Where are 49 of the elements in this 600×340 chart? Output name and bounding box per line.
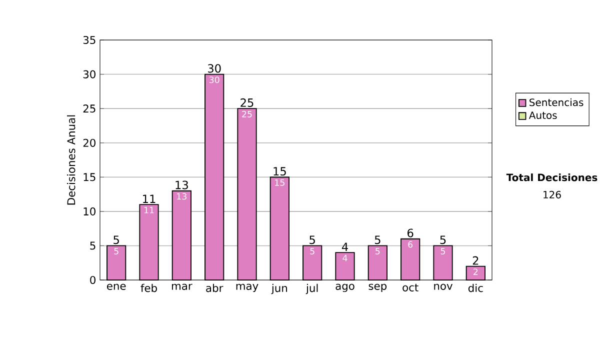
- data-label: 5: [440, 248, 445, 254]
- data-label: 4: [342, 254, 348, 262]
- total-label: 4: [342, 242, 348, 251]
- y-tick-label: 5: [90, 242, 96, 250]
- y-axis-title: Decisiones Anual: [66, 115, 76, 205]
- total-label: 5: [114, 236, 119, 244]
- data-label: 5: [114, 248, 118, 254]
- y-tick-label: 25: [83, 104, 96, 113]
- text: 126: [544, 190, 561, 198]
- data-label: 13: [177, 193, 186, 200]
- x-tick-label: nov: [434, 284, 452, 290]
- total-label: 25: [240, 98, 254, 107]
- x-tick-label: sep: [368, 284, 387, 292]
- total-label: 2: [472, 256, 478, 265]
- y-tick-label: 0: [90, 276, 96, 284]
- data-label: 15: [275, 179, 284, 186]
- x-tick-label: jul: [306, 284, 318, 294]
- x-tick-label: dic: [468, 284, 483, 292]
- data-label: 30: [209, 76, 220, 84]
- legend-label: Sentencias: [530, 98, 584, 106]
- y-tick-label: 15: [84, 173, 96, 182]
- x-tick-label: abr: [206, 284, 224, 292]
- total-label: 6: [408, 228, 414, 238]
- x-tick-label: may: [236, 284, 258, 292]
- y-tick-label: 30: [83, 70, 96, 78]
- total-label: 11: [143, 194, 156, 203]
- data-label: 5: [376, 248, 380, 254]
- text: Total Decisiones: [506, 173, 598, 182]
- x-tick-label: mar: [172, 284, 192, 290]
- data-label: 25: [242, 110, 252, 118]
- total-label: 5: [440, 236, 446, 244]
- x-tick-label: jun: [271, 284, 288, 294]
- total-label: 5: [310, 236, 315, 244]
- data-label: 11: [144, 206, 154, 214]
- total-label: 30: [208, 64, 221, 73]
- y-tick-label: 20: [83, 138, 96, 147]
- x-tick-label: oct: [402, 284, 418, 292]
- data-label: 6: [408, 241, 413, 248]
- data-label: 2: [474, 268, 478, 275]
- y-tick-label: 35: [83, 36, 96, 44]
- y-tick-label: 10: [84, 207, 96, 216]
- x-tick-label: ene: [106, 284, 126, 290]
- data-label: 5: [310, 248, 314, 254]
- total-label: 5: [374, 236, 380, 244]
- x-tick-label: ago: [336, 284, 354, 292]
- total-label: 13: [176, 180, 188, 190]
- total-label: 15: [274, 167, 286, 176]
- legend-label: Autos: [528, 112, 557, 120]
- x-tick-label: feb: [140, 284, 157, 292]
